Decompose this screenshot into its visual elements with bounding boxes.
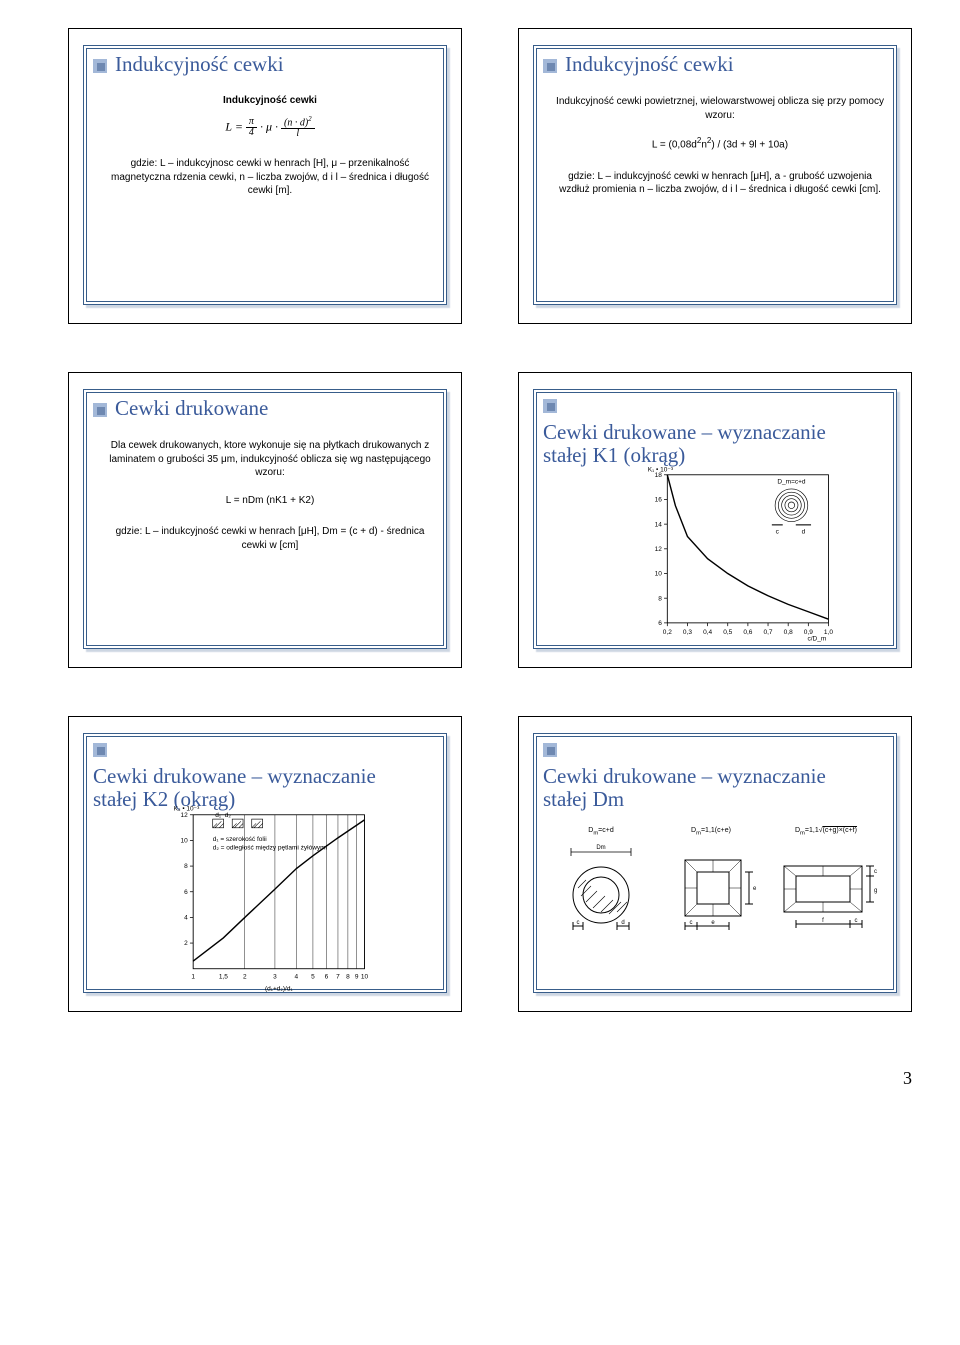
dm-rect-eqn: Dm=1,1√(c+g)×(c+f) bbox=[767, 827, 885, 836]
svg-text:e: e bbox=[753, 886, 757, 892]
page-number: 3 bbox=[0, 1024, 960, 1105]
svg-text:0,2: 0,2 bbox=[663, 629, 672, 636]
decor-square-icon bbox=[543, 59, 557, 73]
svg-text:0,4: 0,4 bbox=[703, 629, 712, 636]
slide-title-line: Cewki drukowane bbox=[93, 397, 268, 420]
svg-text:D_m=c+d: D_m=c+d bbox=[777, 478, 806, 485]
svg-text:K₂ • 10⁻³: K₂ • 10⁻³ bbox=[174, 805, 200, 812]
decor-square-icon bbox=[543, 743, 557, 757]
decor-square-icon bbox=[543, 399, 557, 413]
svg-text:4: 4 bbox=[184, 915, 188, 922]
svg-text:12: 12 bbox=[181, 812, 189, 819]
slide-title: Cewki drukowane bbox=[115, 397, 268, 420]
svg-text:4: 4 bbox=[295, 973, 299, 980]
svg-text:6: 6 bbox=[658, 620, 662, 627]
slide-5: Cewki drukowane – wyznaczanie stałej K2 … bbox=[68, 716, 462, 1012]
svg-text:g: g bbox=[874, 888, 877, 894]
svg-text:0,6: 0,6 bbox=[743, 629, 752, 636]
svg-text:8: 8 bbox=[658, 595, 662, 602]
svg-text:c: c bbox=[577, 920, 580, 926]
body-text-1: Indukcyjność cewki powietrznej, wielowar… bbox=[555, 95, 885, 122]
svg-text:8: 8 bbox=[346, 973, 350, 980]
svg-text:d₁: d₁ bbox=[215, 812, 222, 819]
svg-text:d₂ = odległość między pętlami: d₂ = odległość między pętlami żyłówymi bbox=[213, 844, 327, 851]
slide-title: Indukcyjność cewki bbox=[115, 53, 284, 76]
slide-subtitle: Indukcyjność cewki bbox=[105, 95, 435, 106]
svg-text:2: 2 bbox=[184, 940, 188, 947]
svg-text:5: 5 bbox=[311, 973, 315, 980]
svg-text:7: 7 bbox=[336, 973, 340, 980]
body-text: gdzie: L – indukcyjnosc cewki w henrach … bbox=[105, 157, 435, 198]
slide-title-line: Indukcyjność cewki bbox=[543, 53, 734, 76]
body-text-1: Dla cewek drukowanych, ktore wykonuje si… bbox=[105, 439, 435, 480]
svg-text:3: 3 bbox=[273, 973, 277, 980]
svg-text:12: 12 bbox=[655, 546, 663, 553]
slide-title: Indukcyjność cewki bbox=[565, 53, 734, 76]
svg-text:c/D_m: c/D_m bbox=[807, 635, 826, 642]
formula: L = π 4 · μ · (n · d)2 l bbox=[105, 116, 435, 139]
svg-text:1: 1 bbox=[191, 973, 195, 980]
slide-1: Indukcyjność cewki Indukcyjność cewki L … bbox=[68, 28, 462, 324]
decor-square-icon bbox=[93, 59, 107, 73]
svg-text:1,5: 1,5 bbox=[219, 973, 228, 980]
slide-4: Cewki drukowane – wyznaczanie stałej K1 … bbox=[518, 372, 912, 668]
svg-text:0,3: 0,3 bbox=[683, 629, 692, 636]
svg-text:6: 6 bbox=[325, 973, 329, 980]
formula: L = nDm (nK1 + K2) bbox=[105, 494, 435, 508]
dm-circle-eqn: Dm=c+d bbox=[547, 827, 655, 836]
formula: L = (0,08d2n2) / (3d + 9l + 10a) bbox=[555, 136, 885, 152]
svg-text:8: 8 bbox=[184, 863, 188, 870]
slide-6: Cewki drukowane – wyznaczanie stałej Dm … bbox=[518, 716, 912, 1012]
svg-text:0,8: 0,8 bbox=[784, 629, 793, 636]
slide-body: Indukcyjność cewki L = π 4 · μ · (n · d)… bbox=[105, 95, 435, 295]
svg-text:d: d bbox=[802, 529, 806, 536]
slide-body: Dla cewek drukowanych, ktore wykonuje si… bbox=[105, 439, 435, 639]
decor-square-icon bbox=[93, 743, 107, 757]
svg-text:10: 10 bbox=[361, 973, 369, 980]
slide-3: Cewki drukowane Dla cewek drukowanych, k… bbox=[68, 372, 462, 668]
slide-title-line: Indukcyjność cewki bbox=[93, 53, 284, 76]
svg-text:6: 6 bbox=[184, 889, 188, 896]
svg-text:10: 10 bbox=[655, 571, 663, 578]
k2-chart: 2468101211,52345678910K₂ • 10⁻³(d₁+d₂)/d… bbox=[165, 797, 371, 993]
k1-chart: 6810121416180,20,30,40,50,60,70,80,91,0K… bbox=[639, 457, 835, 645]
svg-text:d₂: d₂ bbox=[225, 812, 232, 819]
slide-title-line: Cewki drukowane – wyznaczanie stałej Dm bbox=[543, 741, 883, 811]
svg-text:(d₁+d₂)/d₁: (d₁+d₂)/d₁ bbox=[265, 985, 293, 992]
decor-square-icon bbox=[93, 403, 107, 417]
dm-square: Dm=1,1(c+e) e c e bbox=[657, 827, 765, 935]
dm-rect: Dm=1,1√(c+g)×(c+f) f c g c bbox=[767, 827, 885, 935]
dm-circle: Dm=c+d Dm c d bbox=[547, 827, 655, 935]
svg-text:Dm: Dm bbox=[596, 845, 605, 851]
svg-text:0,5: 0,5 bbox=[723, 629, 732, 636]
svg-text:K₁ • 10⁻³: K₁ • 10⁻³ bbox=[648, 467, 674, 474]
body-text-2: gdzie: L – indukcyjność cewki w henrach … bbox=[105, 525, 435, 552]
svg-text:14: 14 bbox=[655, 521, 663, 528]
svg-text:0,7: 0,7 bbox=[764, 629, 773, 636]
dm-square-eqn: Dm=1,1(c+e) bbox=[657, 827, 765, 836]
slide-2: Indukcyjność cewki Indukcyjność cewki po… bbox=[518, 28, 912, 324]
svg-text:e: e bbox=[711, 920, 715, 926]
svg-text:2: 2 bbox=[243, 973, 247, 980]
slide-title: Cewki drukowane – wyznaczanie stałej Dm bbox=[543, 765, 863, 811]
slide-row: Indukcyjność cewki Indukcyjność cewki L … bbox=[68, 28, 912, 324]
slide-row: Cewki drukowane Dla cewek drukowanych, k… bbox=[68, 372, 912, 668]
svg-text:10: 10 bbox=[181, 838, 189, 845]
slide-body: Indukcyjność cewki powietrznej, wielowar… bbox=[555, 95, 885, 295]
slide-row: Cewki drukowane – wyznaczanie stałej K2 … bbox=[68, 716, 912, 1012]
dm-diagrams: Dm=c+d Dm c d bbox=[547, 827, 885, 983]
body-text-2: gdzie: L – indukcyjność cewki w henrach … bbox=[555, 170, 885, 197]
svg-text:c: c bbox=[874, 869, 877, 875]
svg-text:16: 16 bbox=[655, 497, 663, 504]
svg-text:9: 9 bbox=[355, 973, 359, 980]
svg-text:d₁ = szerokość folii: d₁ = szerokość folii bbox=[213, 836, 267, 843]
svg-text:c: c bbox=[690, 920, 693, 926]
svg-text:f: f bbox=[822, 918, 824, 924]
svg-text:d: d bbox=[621, 920, 624, 926]
svg-text:c: c bbox=[855, 918, 858, 924]
